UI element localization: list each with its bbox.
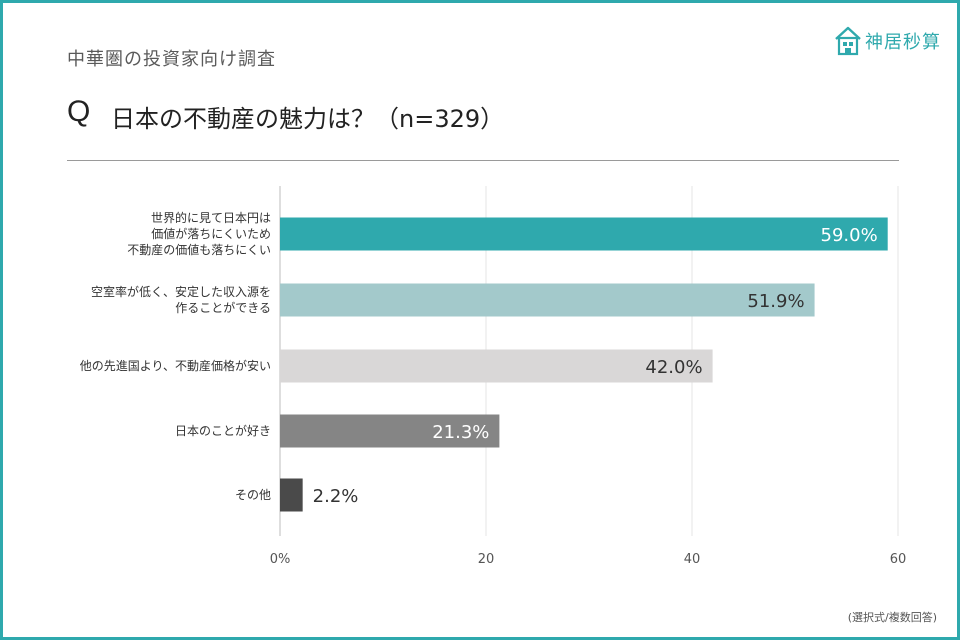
category-label-layer: 世界的に見て日本円は価値が落ちにくいため不動産の価値も落ちにくい空室率が低く、安… [80,210,271,502]
title-divider [67,160,899,161]
bar-value-label: 51.9% [747,291,804,312]
logo-text: 神居秒算 [865,32,941,53]
footnote: (選択式/複数回答) [847,611,937,624]
bar-value-label: 42.0% [645,357,702,378]
chart-title: 日本の不動産の魅力は？（n=329） [111,105,505,133]
question-mark: Q [67,95,91,128]
bar [280,414,500,448]
x-tick-label: 0% [270,552,291,567]
category-label: 日本のことが好き [175,423,271,438]
survey-subtitle: 中華圏の投資家向け調査 [67,49,276,70]
category-label: 空室率が低く、安定した収入源を [91,284,271,299]
x-tick-label: 40 [684,552,701,567]
bar [280,283,815,317]
category-label: 不動産の価値も落ちにくい [127,242,271,257]
x-tick-label: 20 [478,552,495,567]
bar [280,349,713,383]
tick-label-layer: 0% 20 40 60 [270,552,907,567]
category-label: 他の先進国より、不動産価格が安い [80,358,271,373]
category-label: 価値が落ちにくいため [151,226,271,241]
bar-layer: 59.0% 51.9% 42.0% 21.3% 2.2% [280,217,888,512]
x-tick-label: 60 [890,552,907,567]
category-label: 作ることができる [175,300,271,315]
category-label: 世界的に見て日本円は [151,210,271,225]
bar-value-label: 21.3% [432,422,489,443]
house-icon [835,26,861,56]
bar-value-label: 59.0% [821,225,878,246]
bar [280,478,303,512]
category-label: その他 [235,488,271,502]
bar-value-label: 2.2% [313,486,359,507]
bar [280,217,888,251]
brand-logo: 神居秒算 [833,25,941,57]
